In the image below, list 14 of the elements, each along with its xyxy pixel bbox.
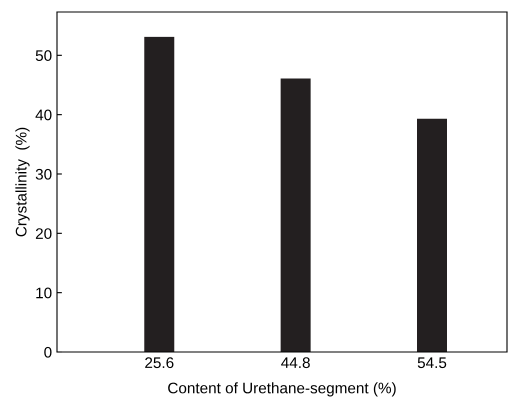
bar — [280, 78, 311, 352]
x-axis-title: Content of Urethane-segment (%) — [168, 382, 396, 396]
y-tick-label: 10 — [36, 288, 52, 298]
bar — [144, 36, 174, 352]
y-tick-label: 0 — [44, 346, 52, 358]
x-tick-label: 25.6 — [145, 357, 174, 368]
bar — [417, 118, 447, 352]
y-tick-label: 30 — [36, 168, 52, 180]
y-axis-title: Crystallinity (%) — [15, 128, 30, 236]
y-tick-label: 20 — [36, 228, 52, 240]
x-tick-label: 54.5 — [418, 357, 446, 368]
y-tick-label: 40 — [36, 110, 52, 120]
x-tick-label: 44.8 — [281, 357, 310, 368]
y-tick-label: 50 — [36, 50, 52, 61]
